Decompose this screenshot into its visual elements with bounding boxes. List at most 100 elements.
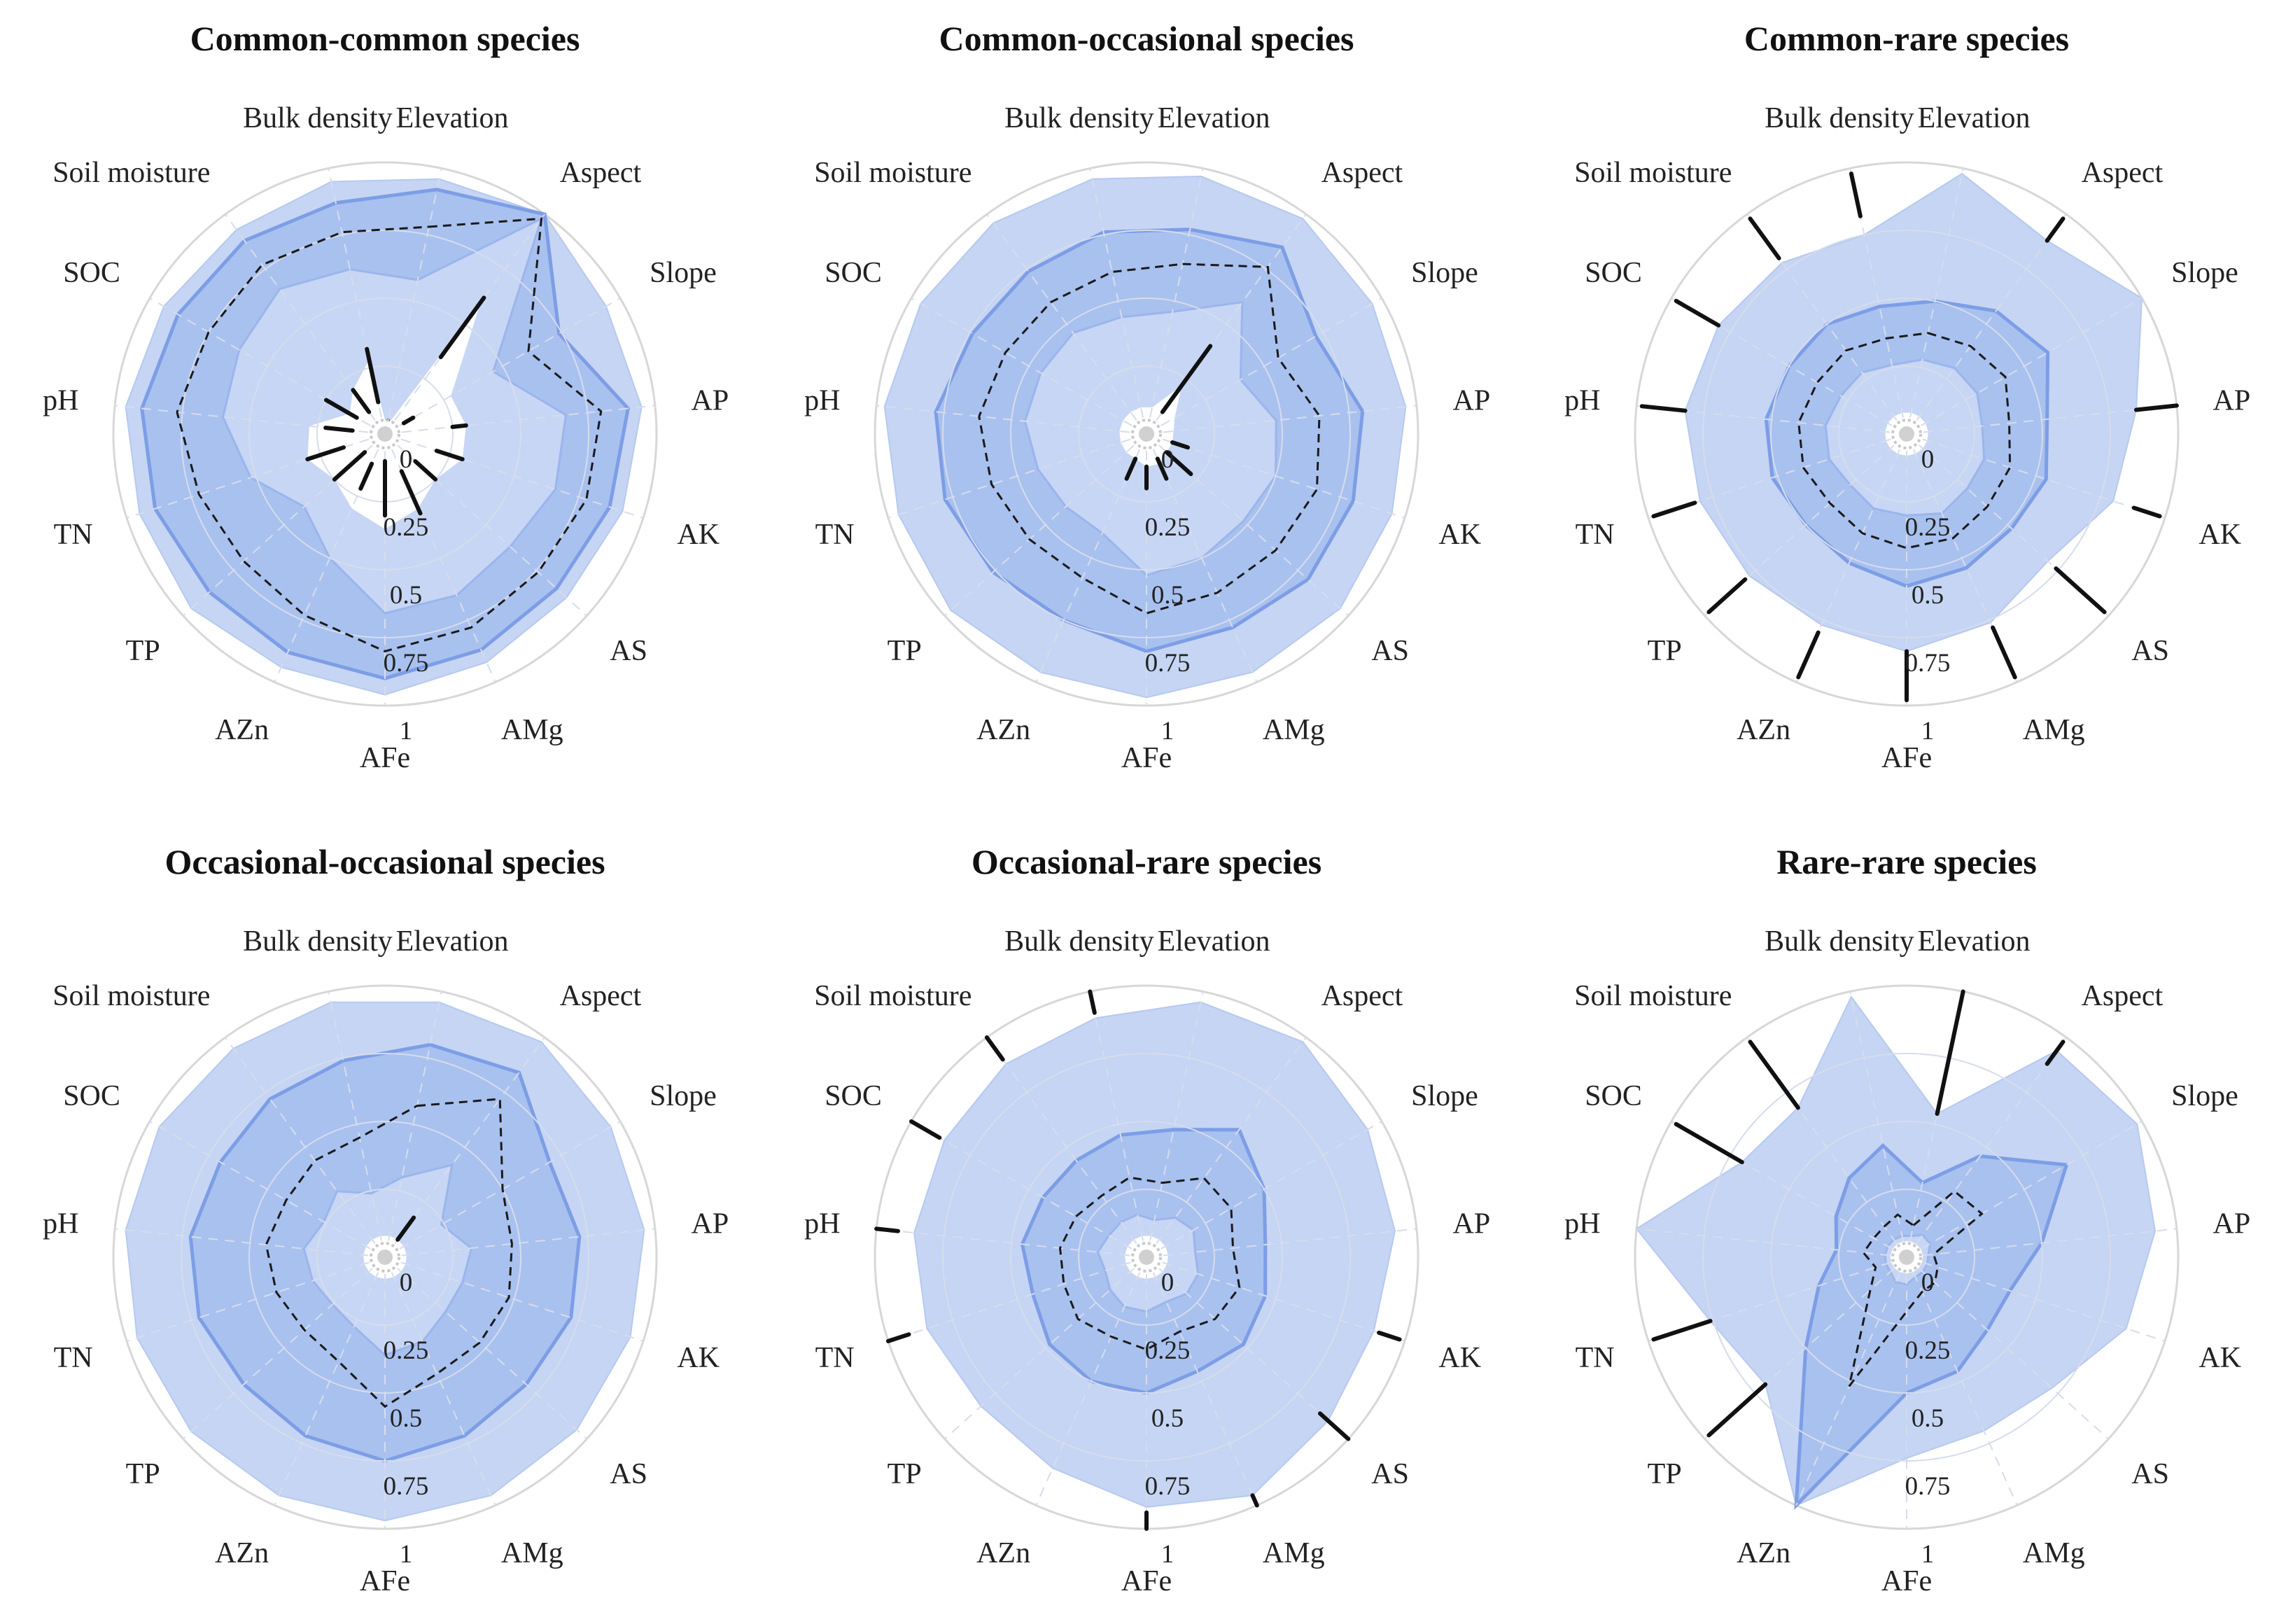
axis-label: SOC <box>1585 1080 1642 1112</box>
spoke-gridline <box>384 1037 545 1258</box>
axis-label: Soil moisture <box>1574 980 1732 1012</box>
center-dot <box>377 426 393 442</box>
spoke-gridline <box>1146 1256 1405 1342</box>
tick-label: 0.25 <box>1145 513 1191 542</box>
spoke-gridline <box>328 991 386 1258</box>
axis-label: TN <box>54 519 93 551</box>
spoke-gridline <box>888 1256 1147 1342</box>
center-dot <box>377 1250 393 1265</box>
axis-label: AFe <box>360 742 410 774</box>
spoke-gridline <box>911 1121 1147 1258</box>
axis-label: pH <box>804 1208 840 1240</box>
radar-panel: Common-rare species 0 0.25 0.5 0.75 1 Elevatio… <box>1564 19 2250 774</box>
spoke-gridline <box>1146 1256 1258 1506</box>
spike-line <box>399 469 423 516</box>
spoke-gridline <box>1906 1256 2166 1342</box>
spoke-gridline <box>384 433 496 682</box>
axis-label: Elevation <box>1918 925 2031 958</box>
spoke-gridline <box>1146 1121 1382 1258</box>
axis-label: AZn <box>976 1537 1030 1569</box>
axis-label: Slope <box>2171 1080 2238 1112</box>
axis-label: AZn <box>1737 714 1790 746</box>
axis-label: SOC <box>825 257 882 289</box>
panel-title: Common-rare species <box>1744 19 2069 58</box>
axis-label: AP <box>1453 385 1491 417</box>
axis-label: AZn <box>976 714 1030 746</box>
center-dot <box>1899 426 1914 442</box>
panel-title: Rare-rare species <box>1776 842 2037 881</box>
spoke-gridline <box>1906 405 2178 435</box>
spike-line <box>450 423 468 429</box>
axis-label: Elevation <box>396 925 509 958</box>
axis-label: AP <box>692 385 729 417</box>
spike-line <box>2054 566 2107 615</box>
axis-label: SOC <box>63 1080 120 1112</box>
spoke-gridline <box>1146 1256 1349 1440</box>
tick-label: 0 <box>1161 445 1174 474</box>
median-line <box>265 1098 513 1408</box>
spike-line <box>365 346 381 405</box>
spoke-gridline <box>1636 1228 1907 1258</box>
tick-label: 0.25 <box>384 1336 429 1365</box>
tick-label: 0.25 <box>1905 1336 1951 1365</box>
spike-line <box>324 398 359 420</box>
radar-panel: Rare-rare species 0 0.25 0.5 0.75 1 Elevation A… <box>1564 842 2250 1597</box>
axis-label: AMg <box>2023 714 2085 746</box>
axis-label: pH <box>1564 385 1600 417</box>
spike-line <box>438 295 486 360</box>
spoke-gridline <box>1906 1228 2178 1258</box>
axis-label: Elevation <box>1918 102 2031 134</box>
tick-label: 1 <box>400 1540 413 1569</box>
spike-line <box>351 388 372 414</box>
axis-label: AMg <box>501 1537 563 1569</box>
spike-line <box>1849 172 1863 218</box>
axis-label: AZn <box>1737 1537 1790 1569</box>
spike-line <box>323 426 355 433</box>
radar-panel: Common-common species 0 0.25 0.5 0.75 1 Elevat… <box>43 19 729 774</box>
axis-label: AZn <box>215 714 269 746</box>
axis-label: Slope <box>650 1080 717 1112</box>
tick-label: 1 <box>1921 717 1935 746</box>
axis-label: Aspect <box>560 157 642 189</box>
spoke-gridline <box>384 405 656 435</box>
axis-label: Soil moisture <box>814 980 972 1012</box>
median-line <box>1797 332 2012 550</box>
axis-label: AP <box>2213 1208 2251 1240</box>
spike-line <box>2045 216 2066 243</box>
spike-line <box>395 1215 416 1242</box>
tick-label: 0.5 <box>390 1404 422 1433</box>
median-line <box>1848 1189 1984 1387</box>
radar-panel: Occasional-rare species 0 0.25 0.5 0.75 1 Elev… <box>804 842 1490 1597</box>
tick-label: 0.5 <box>390 581 422 610</box>
axis-label: Soil moisture <box>1574 157 1732 189</box>
spoke-gridline <box>1146 433 1258 682</box>
spike-line <box>1674 1121 1744 1165</box>
spoke-gridline <box>149 1121 386 1258</box>
spike-line <box>1164 450 1193 477</box>
spike-line <box>1088 989 1097 1015</box>
axis-label: Elevation <box>1158 102 1270 134</box>
spoke-gridline <box>1146 168 1204 435</box>
axis-label: SOC <box>825 1080 882 1112</box>
axis-label: Bulk density <box>1004 102 1154 134</box>
spoke-gridline <box>1035 1256 1147 1506</box>
tick-label: 0 <box>400 445 413 474</box>
tick-label: 0.75 <box>1145 649 1191 678</box>
center-dot <box>1899 1250 1914 1265</box>
spoke-gridline <box>384 433 644 519</box>
tick-label: 1 <box>1161 717 1174 746</box>
spoke-gridline <box>1906 214 2067 435</box>
spoke-gridline <box>888 433 1147 519</box>
spoke-gridline <box>225 1037 386 1258</box>
spike-line <box>984 1035 1005 1062</box>
radar-panel: Common-occasional species 0 0.25 0.5 0.75 1 El… <box>804 19 1490 774</box>
spike-line <box>1706 1382 1768 1438</box>
spike-line <box>909 1119 942 1140</box>
spike-line <box>1935 989 1965 1116</box>
axis-label: TN <box>815 1342 855 1374</box>
center-dot <box>1139 1250 1154 1265</box>
axis-label: Slope <box>1411 1080 1478 1112</box>
radar-panel: Occasional-occasional species 0 0.25 0.5 0.7… <box>43 842 729 1597</box>
spike-line <box>1674 298 1721 328</box>
